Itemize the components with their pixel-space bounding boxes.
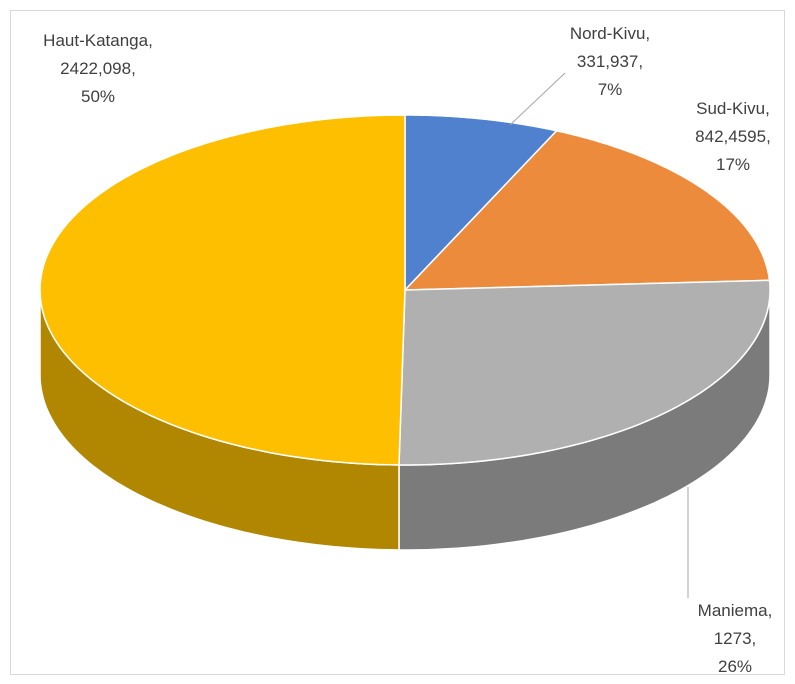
data-label: Nord-Kivu, 331,937, 7%	[570, 24, 650, 99]
data-label-part: 331,937	[577, 52, 638, 71]
slice	[404, 114, 559, 292]
data-label: Maniema, 1273, 26%	[698, 601, 773, 676]
data-label-part: Sud-Kivu	[696, 99, 765, 118]
slice	[398, 279, 771, 466]
data-label-part: 26%	[718, 657, 752, 676]
data-label-part: 50%	[81, 87, 115, 106]
data-label-part: Nord-Kivu	[570, 24, 646, 43]
separator: ,	[638, 52, 643, 71]
separator: ,	[768, 601, 773, 620]
separator: ,	[766, 127, 771, 146]
separator: ,	[131, 59, 136, 78]
separator: ,	[765, 99, 770, 118]
separator: ,	[645, 24, 650, 43]
slice	[403, 129, 771, 291]
data-label: Haut-Katanga, 2422,098, 50%	[43, 31, 153, 106]
data-label-part: Maniema	[698, 601, 768, 620]
data-label-part: 842,4595	[695, 127, 766, 146]
separator: ,	[148, 31, 153, 50]
data-label-part: 1273	[714, 629, 752, 648]
data-label: Sud-Kivu, 842,4595, 17%	[695, 99, 771, 174]
data-label-part: Haut-Katanga	[43, 31, 148, 50]
data-label-part: 2422,098	[60, 59, 131, 78]
data-label-part: 17%	[716, 155, 750, 174]
slice	[39, 114, 406, 466]
leader-line	[509, 72, 566, 126]
separator: ,	[752, 629, 757, 648]
data-label-part: 7%	[598, 80, 623, 99]
